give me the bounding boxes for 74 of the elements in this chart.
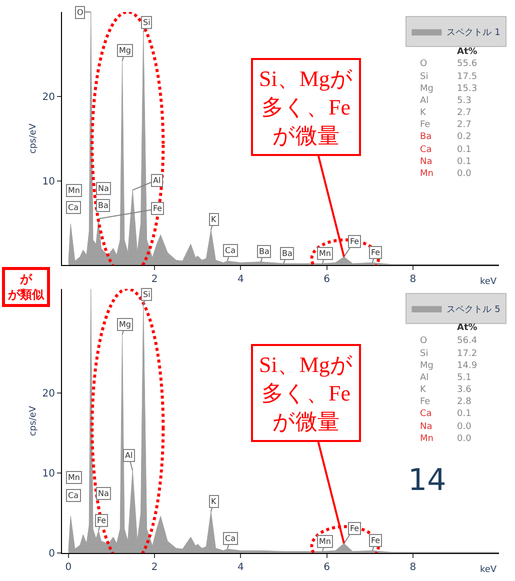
- x-tick-label: 4: [237, 274, 244, 286]
- x-tick-label: 2: [151, 562, 158, 573]
- annotation: Ba: [98, 201, 108, 210]
- annotation: Mn: [68, 186, 80, 195]
- x-axis-title: keV: [480, 277, 498, 287]
- legend-label: スペクトル 5: [446, 304, 500, 315]
- text: Ba 0.2: [420, 132, 472, 142]
- x-axis-title: keV: [480, 565, 498, 575]
- text: が: [19, 272, 33, 286]
- y-axis-title: cps/eV: [28, 122, 39, 154]
- annotation: Ca: [225, 246, 236, 255]
- text: Mn 0.0: [420, 434, 472, 444]
- annotation: Fe: [350, 237, 360, 246]
- text: K 2.7: [420, 108, 472, 118]
- text: Mn 0.0: [420, 169, 472, 179]
- text: O 55.6: [420, 59, 478, 69]
- y-axis-title: cps/eV: [28, 405, 39, 436]
- text: Fe 2.7: [420, 120, 472, 130]
- x-tick-label: 8: [410, 274, 416, 286]
- annotation: Ba: [259, 247, 270, 256]
- text: Al 5.3: [420, 96, 472, 106]
- text: が類似: [7, 288, 45, 302]
- annotation: Si、Mgが多く、Feが微量: [259, 352, 353, 434]
- text: K 3.6: [420, 385, 472, 395]
- annotation: Si、Mgが多く、Feが微量: [259, 66, 353, 148]
- annotation: Al: [153, 176, 161, 185]
- y-tick-label: 10: [42, 176, 55, 188]
- y-tick-label: 10: [42, 468, 55, 480]
- annotation: Fe: [371, 248, 380, 257]
- annotation: Mn: [319, 537, 331, 546]
- text: Al 5.1: [420, 373, 472, 383]
- annotation: Ca: [68, 491, 79, 500]
- annotation: K: [211, 497, 217, 506]
- annotation: Ca: [68, 203, 79, 212]
- annotation: Mn: [68, 473, 80, 482]
- annotation: At%: [457, 323, 478, 333]
- annotation: Ca: [225, 534, 236, 543]
- annotation: Fe: [371, 536, 380, 545]
- text: Mg 15.3: [420, 84, 478, 94]
- y-tick-label: 20: [42, 388, 55, 400]
- annotation: Mn: [319, 249, 331, 258]
- x-tick-label: 0: [65, 562, 72, 573]
- text: Na 0.0: [420, 422, 472, 432]
- text: Na 0.1: [420, 157, 472, 167]
- annotation: Na: [98, 489, 109, 498]
- annotation: K: [211, 215, 217, 224]
- text: Fe 2.8: [420, 397, 472, 407]
- text: Si 17.2: [420, 349, 478, 359]
- text: Ca 0.1: [420, 409, 472, 419]
- annotation: Si: [143, 290, 150, 299]
- annotation: 14: [408, 463, 446, 498]
- annotation: At%: [457, 47, 478, 57]
- x-tick-label: 4: [237, 562, 244, 573]
- annotation: Ba: [282, 249, 292, 258]
- x-tick-label: 8: [410, 562, 416, 573]
- text: Mg 14.9: [420, 361, 478, 371]
- x-tick-label: 6: [324, 562, 330, 573]
- annotation: Na: [98, 184, 109, 193]
- y-tick-label: 20: [42, 92, 55, 103]
- x-tick-label: 2: [151, 274, 158, 286]
- y-tick-label: 0: [48, 548, 55, 560]
- legend-label: スペクトル 1: [446, 28, 500, 38]
- annotation: Si: [143, 18, 150, 27]
- text: O 56.4: [420, 336, 478, 346]
- text: Si 17.5: [420, 72, 478, 82]
- annotation: O: [77, 8, 84, 17]
- text: Ca 0.1: [420, 145, 472, 155]
- annotation: Fe: [153, 204, 162, 213]
- annotation: Mg: [119, 46, 131, 55]
- annotation: Fe: [97, 516, 106, 525]
- x-tick-label: 6: [324, 274, 330, 286]
- annotation: Fe: [350, 524, 360, 533]
- annotation: Al: [125, 451, 133, 460]
- annotation: Mg: [119, 320, 131, 329]
